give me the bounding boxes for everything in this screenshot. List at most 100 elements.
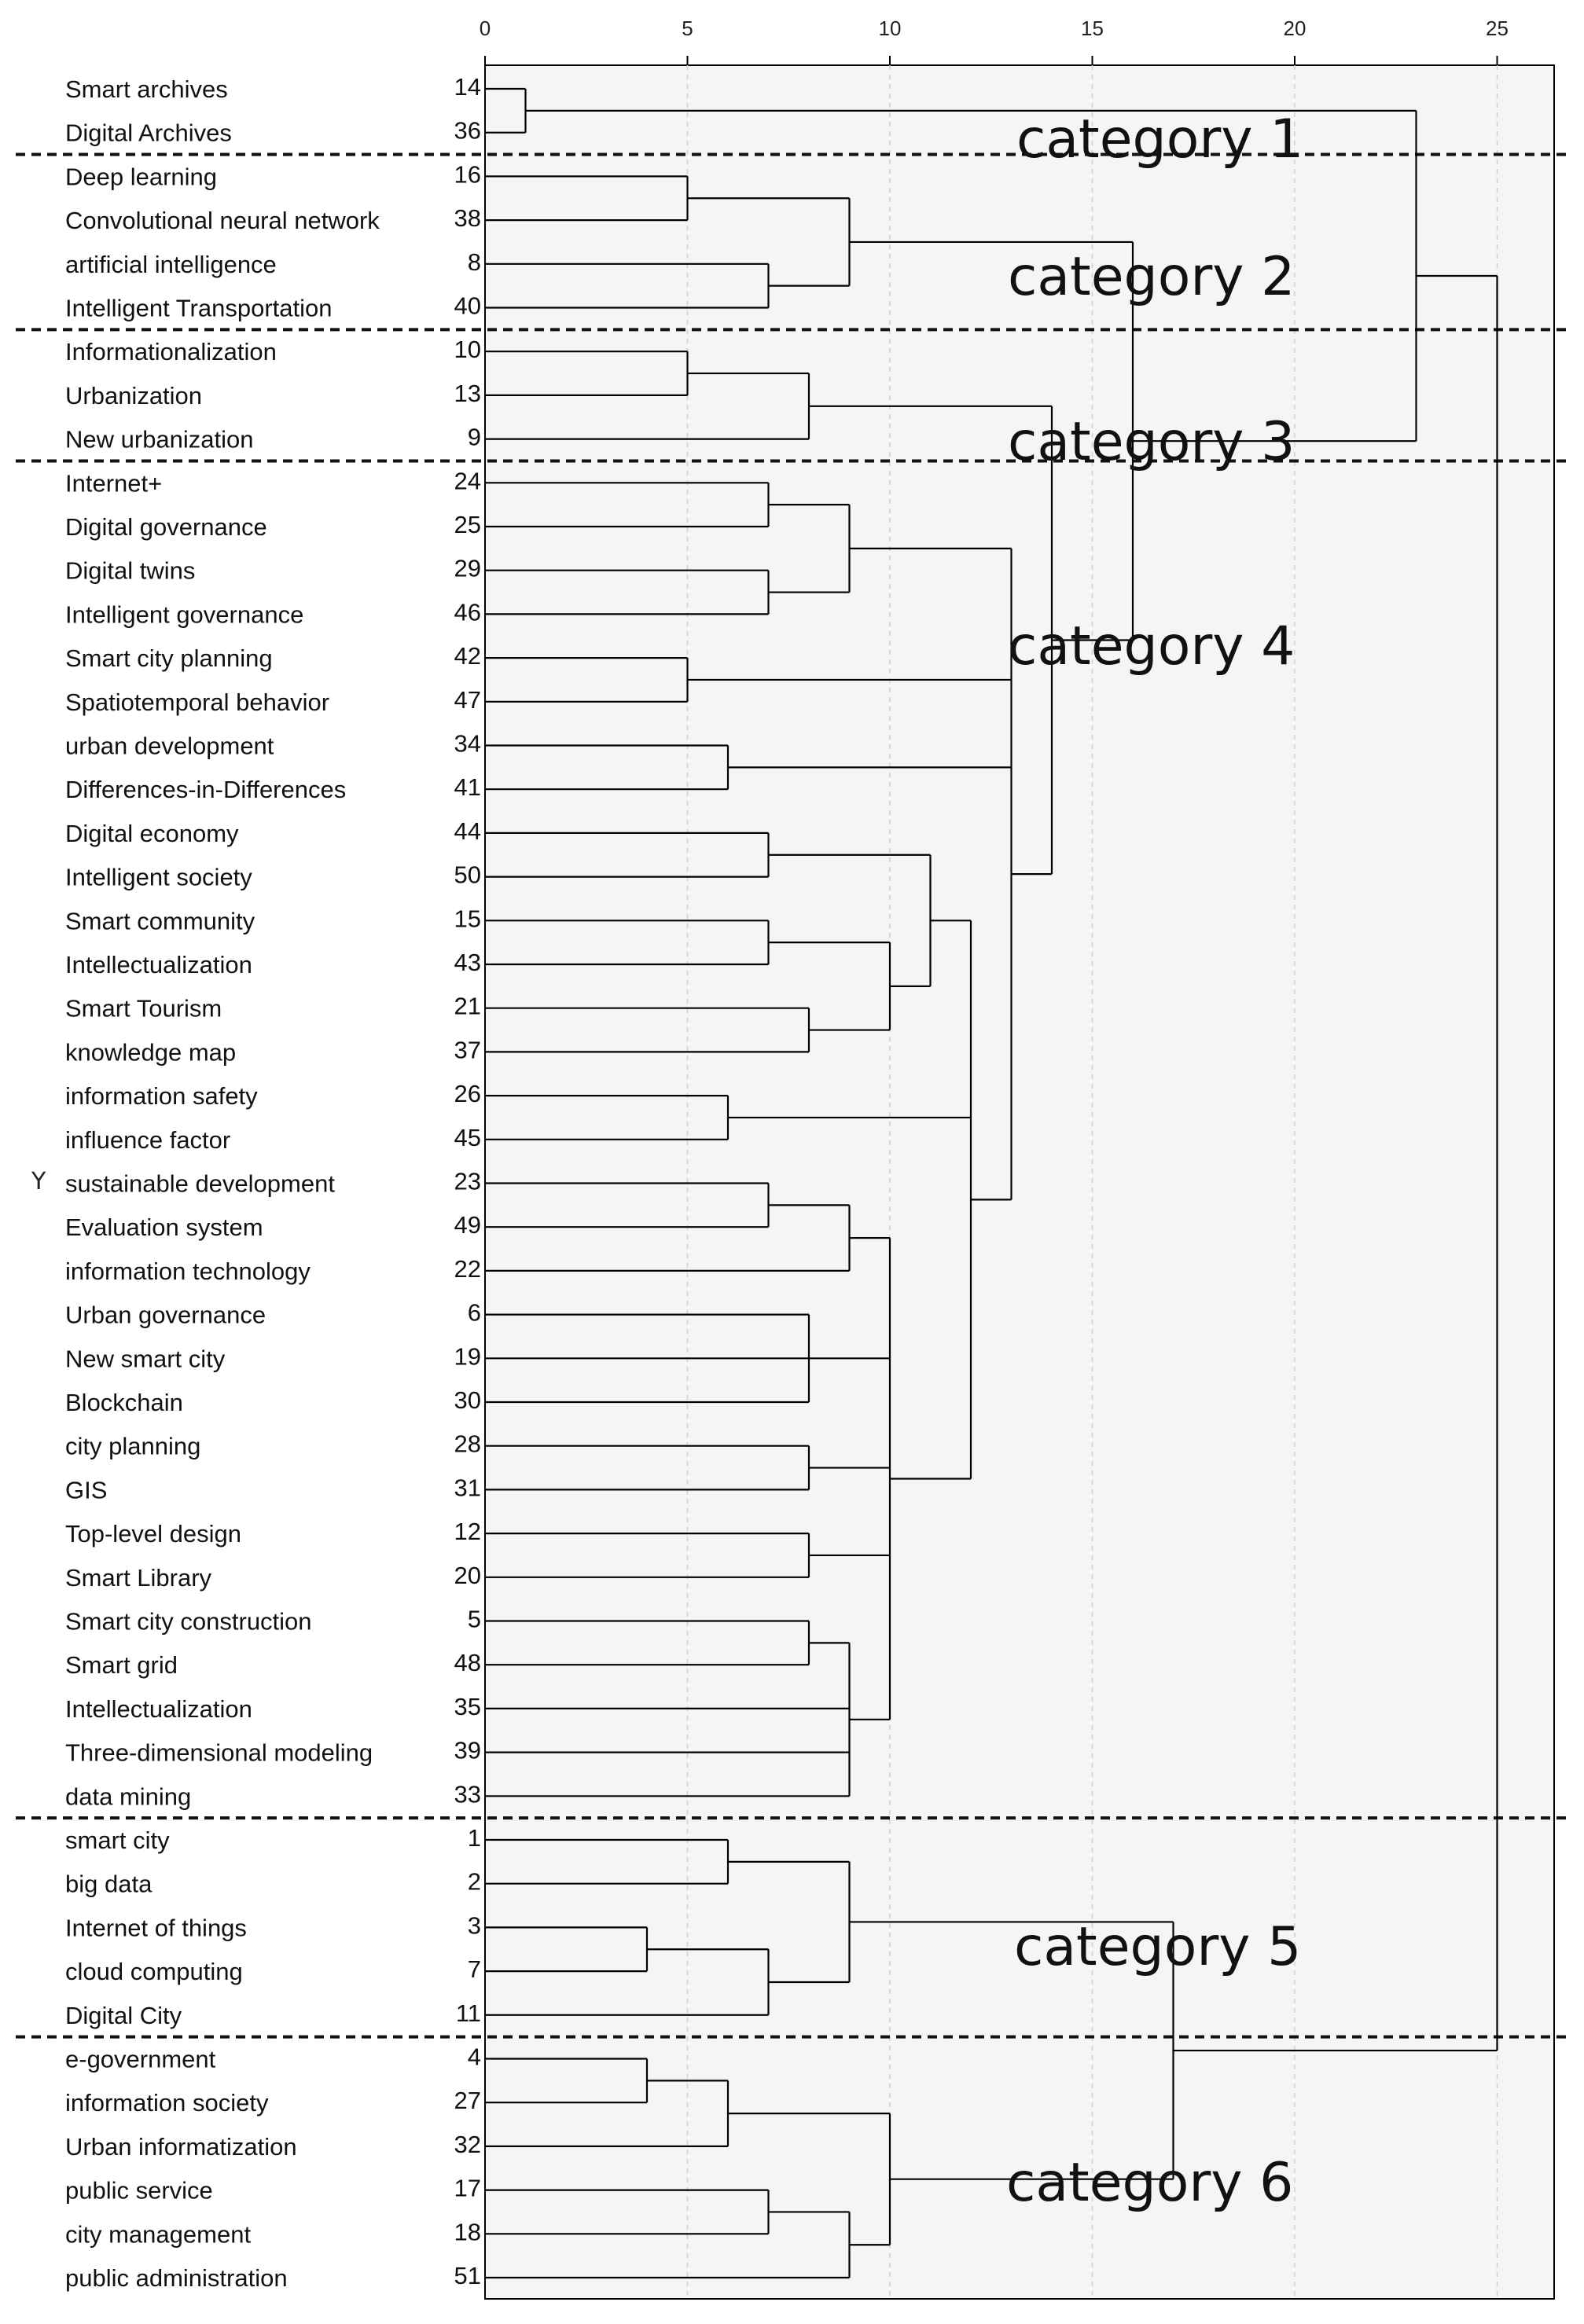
leaf-label: Smart community bbox=[65, 907, 255, 934]
leaf-id: 49 bbox=[454, 1211, 481, 1239]
leaf-id: 41 bbox=[454, 773, 481, 801]
leaf-label: information technology bbox=[65, 1257, 311, 1285]
leaf-label: big data bbox=[65, 1871, 153, 1898]
leaf-id: 37 bbox=[454, 1036, 481, 1063]
leaf-id: 8 bbox=[468, 248, 481, 276]
leaf-id: 7 bbox=[468, 1955, 481, 1983]
leaf-id: 16 bbox=[454, 160, 481, 188]
leaf-id: 30 bbox=[454, 1386, 481, 1414]
leaf-label: Deep learning bbox=[65, 163, 217, 190]
leaf-label: data mining bbox=[65, 1782, 191, 1810]
leaf-label: New urbanization bbox=[65, 426, 254, 453]
leaf-label: Digital City bbox=[65, 2002, 182, 2029]
leaf-label: Urbanization bbox=[65, 382, 202, 409]
leaf-id: 15 bbox=[454, 905, 481, 932]
category-separators bbox=[16, 152, 1568, 2039]
leaf-label: Blockchain bbox=[65, 1389, 183, 1416]
leaf-id: 42 bbox=[454, 642, 481, 670]
leaf-id: 43 bbox=[454, 949, 481, 976]
leaf-label: Evaluation system bbox=[65, 1213, 263, 1241]
leaf-label: public service bbox=[65, 2177, 213, 2205]
leaf-label: Intelligent society bbox=[65, 864, 252, 891]
leaf-label: city planning bbox=[65, 1433, 200, 1460]
leaf-label: GIS bbox=[65, 1476, 107, 1503]
leaf-id: 12 bbox=[454, 1518, 481, 1545]
leaf-id: 18 bbox=[454, 2218, 481, 2245]
leaf-label: Intelligent Transportation bbox=[65, 295, 333, 322]
leaf-id: 44 bbox=[454, 817, 481, 845]
leaf-id: 48 bbox=[454, 1649, 481, 1676]
leaf-label: New smart city bbox=[65, 1345, 226, 1372]
leaf-id: 40 bbox=[454, 292, 481, 320]
leaf-label: information society bbox=[65, 2089, 269, 2117]
leaf-id: 50 bbox=[454, 861, 481, 889]
leaf-id: 33 bbox=[454, 1780, 481, 1808]
leaf-label: public administration bbox=[65, 2264, 288, 2292]
leaf-id: 9 bbox=[468, 424, 481, 451]
leaf-id: 11 bbox=[456, 1999, 481, 2027]
leaf-id: 45 bbox=[454, 1124, 481, 1151]
leaf-id: 21 bbox=[454, 993, 481, 1020]
leaf-id: 17 bbox=[454, 2175, 481, 2202]
leaf-id: 28 bbox=[454, 1430, 481, 1458]
leaf-id: 47 bbox=[454, 686, 481, 714]
leaf-id: 2 bbox=[468, 1868, 481, 1896]
leaf-label: cloud computing bbox=[65, 1958, 243, 1985]
leaf-id: 13 bbox=[454, 380, 481, 407]
leaf-id: 20 bbox=[454, 1562, 481, 1589]
category-label: category 3 bbox=[1008, 411, 1295, 473]
leaf-label: Internet+ bbox=[65, 469, 162, 497]
leaf-label: Three-dimensional modeling bbox=[65, 1739, 373, 1767]
leaf-label: Intellectualization bbox=[65, 1695, 252, 1723]
leaf-label: Intelligent governance bbox=[65, 600, 303, 628]
leaf-id: 10 bbox=[454, 336, 481, 363]
tick-label: 5 bbox=[682, 17, 693, 40]
leaf-label: Top-level design bbox=[65, 1520, 241, 1547]
leaf-label: Urban informatization bbox=[65, 2133, 297, 2161]
leaf-label: Smart city planning bbox=[65, 644, 273, 672]
leaf-id: 25 bbox=[454, 511, 481, 538]
leaf-label: information safety bbox=[65, 1082, 258, 1110]
leaf-id: 46 bbox=[454, 598, 481, 626]
leaf-label: influence factor bbox=[65, 1126, 230, 1154]
category-label: category 5 bbox=[1014, 1916, 1301, 1978]
leaf-label: Smart archives bbox=[65, 75, 228, 103]
dendrogram-links bbox=[485, 87, 1498, 2279]
category-labels: category 1 category 2 category 3 category 4… bbox=[1006, 108, 1303, 2214]
leaf-label: Smart Library bbox=[65, 1564, 212, 1592]
leaf-label: Smart Tourism bbox=[65, 995, 222, 1022]
leaf-label: city management bbox=[65, 2220, 251, 2248]
leaf-label: Intellectualization bbox=[65, 951, 252, 978]
leaf-id: 3 bbox=[468, 1911, 481, 1939]
category-label: category 6 bbox=[1006, 2152, 1293, 2214]
plot-background bbox=[484, 64, 1555, 2300]
leaf-id: 24 bbox=[454, 467, 481, 494]
leaf-id: 6 bbox=[468, 1299, 481, 1327]
leaf-id: 19 bbox=[454, 1342, 481, 1370]
x-axis-ticks: 0 5 10 15 20 25 bbox=[480, 17, 1509, 65]
leaf-label: artificial intelligence bbox=[65, 251, 277, 278]
leaf-label: e-government bbox=[65, 2046, 216, 2073]
leaf-id: 22 bbox=[454, 1255, 481, 1283]
leaf-id: 31 bbox=[454, 1474, 481, 1501]
category-label: category 4 bbox=[1008, 615, 1295, 677]
leaf-id: 29 bbox=[454, 555, 481, 582]
leaf-label: Digital twins bbox=[65, 557, 195, 585]
leaf-label: Informationalization bbox=[65, 338, 277, 365]
leaf-id: 35 bbox=[454, 1693, 481, 1720]
leaf-label: Spatiotemporal behavior bbox=[65, 688, 329, 716]
leaf-id: 39 bbox=[454, 1737, 481, 1764]
leaf-id: 36 bbox=[454, 117, 481, 145]
tick-label: 25 bbox=[1486, 17, 1509, 40]
tick-label: 10 bbox=[879, 17, 902, 40]
leaf-label: urban development bbox=[65, 732, 274, 760]
tick-label: 15 bbox=[1081, 17, 1104, 40]
leaf-label: sustainable development bbox=[65, 1170, 335, 1198]
category-label: category 1 bbox=[1016, 108, 1303, 171]
leaf-id: 51 bbox=[454, 2262, 481, 2289]
leaf-id: 32 bbox=[454, 2131, 481, 2158]
leaf-label: Internet of things bbox=[65, 1914, 247, 1941]
leaf-id: 26 bbox=[454, 1080, 481, 1107]
tick-label: 0 bbox=[480, 17, 491, 40]
